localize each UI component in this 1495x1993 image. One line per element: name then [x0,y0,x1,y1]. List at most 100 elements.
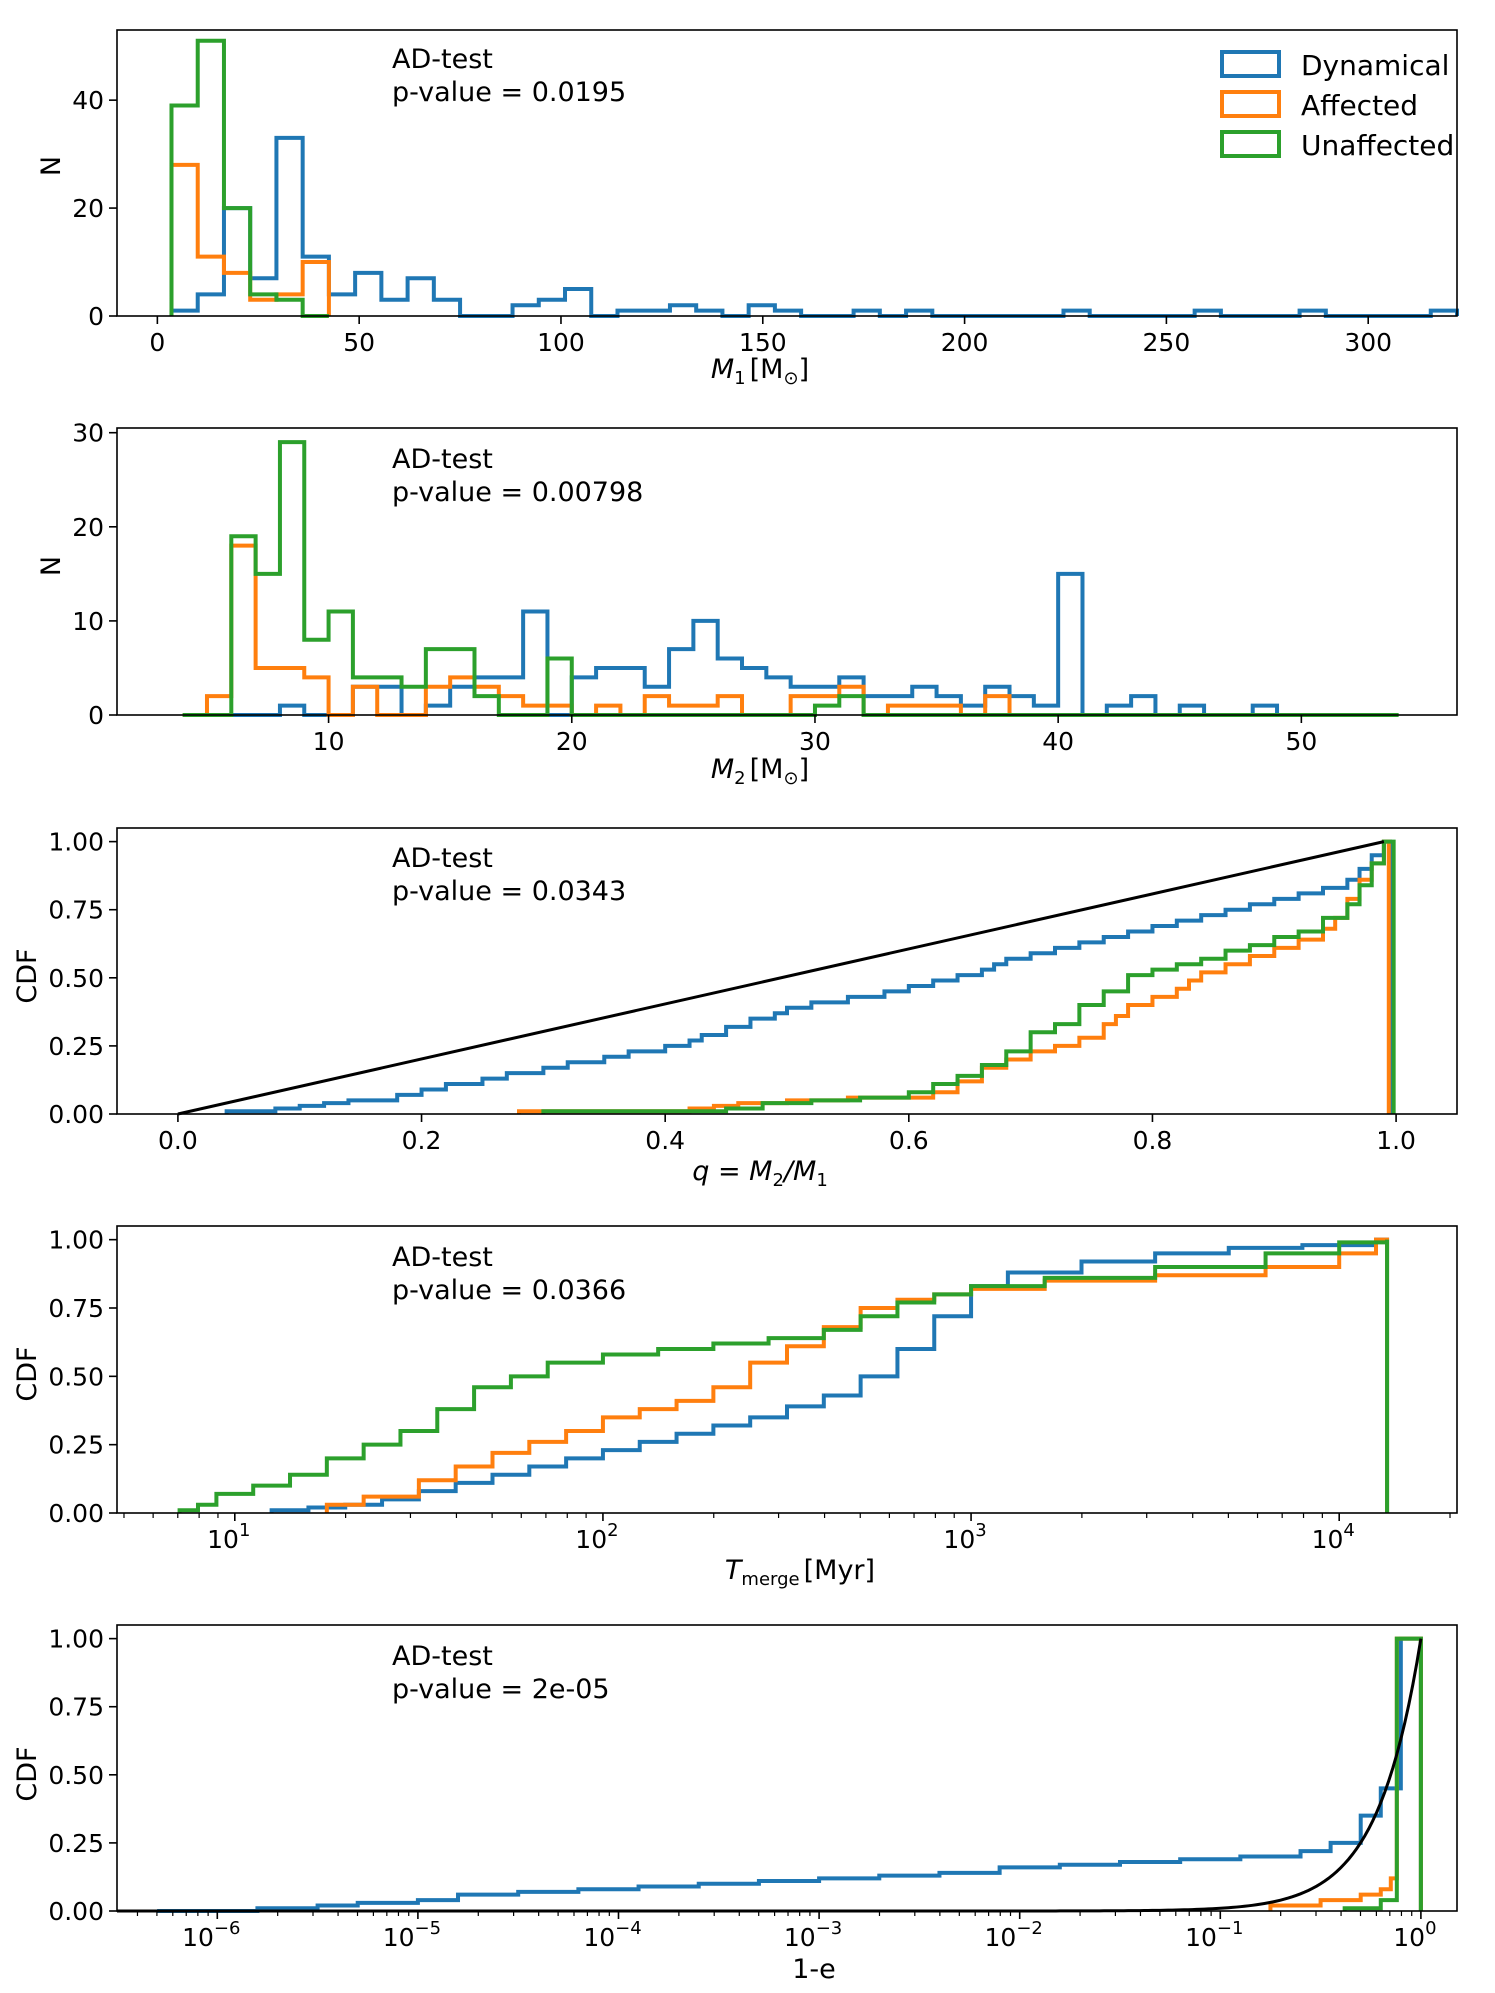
legend-label-affected: Affected [1301,89,1418,122]
q-ylabel: CDF [12,948,43,1003]
ecc-frame [116,1624,1458,1912]
m1-xtick-label: 0 [149,328,165,357]
panel-tmerge: AD-test p-value = 0.0366 CDF Tmerge [Myr]… [12,1225,1458,1590]
panel-q: AD-test p-value = 0.0343 CDF q = M2/M1 0… [12,827,1458,1191]
m1-series-dynamical [169,135,1459,318]
ecc-xtick-label: 10−6 [182,1918,240,1952]
ecc-ytick-label: 0.50 [48,1761,104,1790]
panel-m2: AD-test p-value = 0.00798 N M2 [M⊙] 0 10 20… [36,419,1458,789]
m1-xtick-label: 100 [537,328,585,357]
ecc-xtick-label: 10−2 [985,1918,1043,1952]
m2-series-affected [182,543,1012,717]
m2-annotation-pvalue: p-value = 0.00798 [392,477,643,508]
legend: Dynamical Affected Unaffected [1220,49,1454,162]
m2-ytick-label: 30 [72,419,104,448]
ecc-ytick-label: 1.00 [48,1625,104,1654]
ecc-ytick-label: 0.00 [48,1897,104,1926]
tmerge-ylabel: CDF [12,1346,43,1401]
q-series-affected [517,839,1391,1114]
m2-ylabel: N [36,556,67,576]
m1-xtick-label: 250 [1143,328,1191,357]
m1-frame [116,29,1458,317]
m2-xtick-label: 20 [556,727,588,756]
m2-xtick-label: 10 [313,727,345,756]
q-xtick-label: 0.6 [889,1126,929,1155]
q-xtick-label: 0.4 [645,1126,685,1155]
ecc-series-unaffected [1342,1636,1423,1911]
m1-annotation-pvalue: p-value = 0.0195 [392,77,626,108]
m2-xtick-label: 50 [1285,727,1317,756]
ecc-xlabel: 1-e [792,1954,836,1985]
q-xtick-label: 0.0 [158,1126,198,1155]
legend-swatch-dynamical [1220,50,1281,78]
ecc-xtick-label: 10−5 [383,1918,441,1952]
legend-swatch-unaffected [1220,130,1281,158]
m2-series-dynamical [231,571,1302,717]
m1-annotation-title: AD-test [392,44,493,75]
tmerge-xlabel: Tmerge [Myr] [725,1555,875,1590]
m1-ylabel: N [36,156,67,176]
q-ytick-label: 1.00 [48,828,104,857]
m1-ytick-label: 40 [72,86,104,115]
ecc-reference-curve [117,1638,1423,1913]
legend-label-dynamical: Dynamical [1301,49,1449,82]
tmerge-frame [116,1225,1458,1514]
q-ytick-label: 0.75 [48,896,104,925]
q-ytick-label: 0.25 [48,1032,104,1061]
ecc-annotation-title: AD-test [392,1641,493,1672]
legend-label-unaffected: Unaffected [1301,129,1454,162]
m1-xtick-label: 200 [941,328,989,357]
m2-ytick-label: 0 [88,701,104,730]
q-annotation-pvalue: p-value = 0.0343 [392,876,626,907]
tmerge-series-affected [324,1237,1390,1513]
m1-series-unaffected [169,38,329,318]
m1-ytick-label: 20 [72,194,104,223]
tmerge-ytick-label: 1.00 [48,1226,104,1255]
q-reference-line [177,840,1385,1116]
ecc-xtick-label: 100 [1393,1918,1436,1952]
tmerge-ytick-label: 0.50 [48,1362,104,1391]
m1-xtick-label: 150 [739,328,787,357]
panel-ecc: AD-test p-value = 2e-05 CDF 1-e 0.00 0.25… [12,1624,1458,1985]
m1-ytick-label: 0 [88,302,104,331]
m2-xtick-label: 30 [799,727,831,756]
tmerge-annotation-pvalue: p-value = 0.0366 [392,1275,626,1306]
legend-swatch-affected [1220,90,1281,118]
m2-ytick-label: 10 [72,607,104,636]
q-series-dynamical [224,839,1392,1114]
q-ytick-label: 0.50 [48,964,104,993]
ecc-ytick-label: 0.25 [48,1829,104,1858]
ecc-annotation-pvalue: p-value = 2e-05 [392,1674,610,1705]
m2-annotation-title: AD-test [392,444,493,475]
ecc-ylabel: CDF [12,1746,43,1801]
tmerge-xtick-label: 102 [575,1520,618,1554]
q-xtick-label: 0.8 [1133,1126,1173,1155]
m1-xlabel: M1 [M⊙] [711,354,809,389]
q-frame [116,827,1458,1115]
q-annotation-title: AD-test [392,843,493,874]
q-ytick-label: 0.00 [48,1100,104,1129]
q-xtick-label: 1.0 [1376,1126,1416,1155]
tmerge-ytick-label: 0.75 [48,1294,104,1323]
ecc-xtick-label: 10−1 [1185,1918,1243,1952]
tmerge-ytick-label: 0.25 [48,1431,104,1460]
panel-m1: AD-test p-value = 0.0195 Dynamical Affec… [36,29,1459,389]
q-series-affected-unaffected-placeholder [541,839,1396,1114]
ecc-series-dynamical [157,1636,1423,1913]
q-xtick-label: 0.2 [402,1126,442,1155]
tmerge-ytick-label: 0.00 [48,1499,104,1528]
m2-xtick-label: 40 [1042,727,1074,756]
ecc-xtick-label: 10−3 [784,1918,842,1952]
tmerge-series-unaffected [177,1239,1390,1513]
m2-frame [116,427,1458,716]
ecc-xtick-label: 10−4 [583,1918,641,1952]
m1-xtick-label: 50 [343,328,375,357]
m2-xlabel: M2 [M⊙] [711,754,809,789]
tmerge-xtick-label: 103 [943,1520,986,1554]
q-xlabel: q = M2/M1 [692,1156,828,1191]
m2-series-unaffected [182,440,1399,717]
m1-xtick-label: 300 [1344,328,1392,357]
tmerge-xtick-label: 104 [1312,1520,1355,1554]
ecc-ytick-label: 0.75 [48,1693,104,1722]
